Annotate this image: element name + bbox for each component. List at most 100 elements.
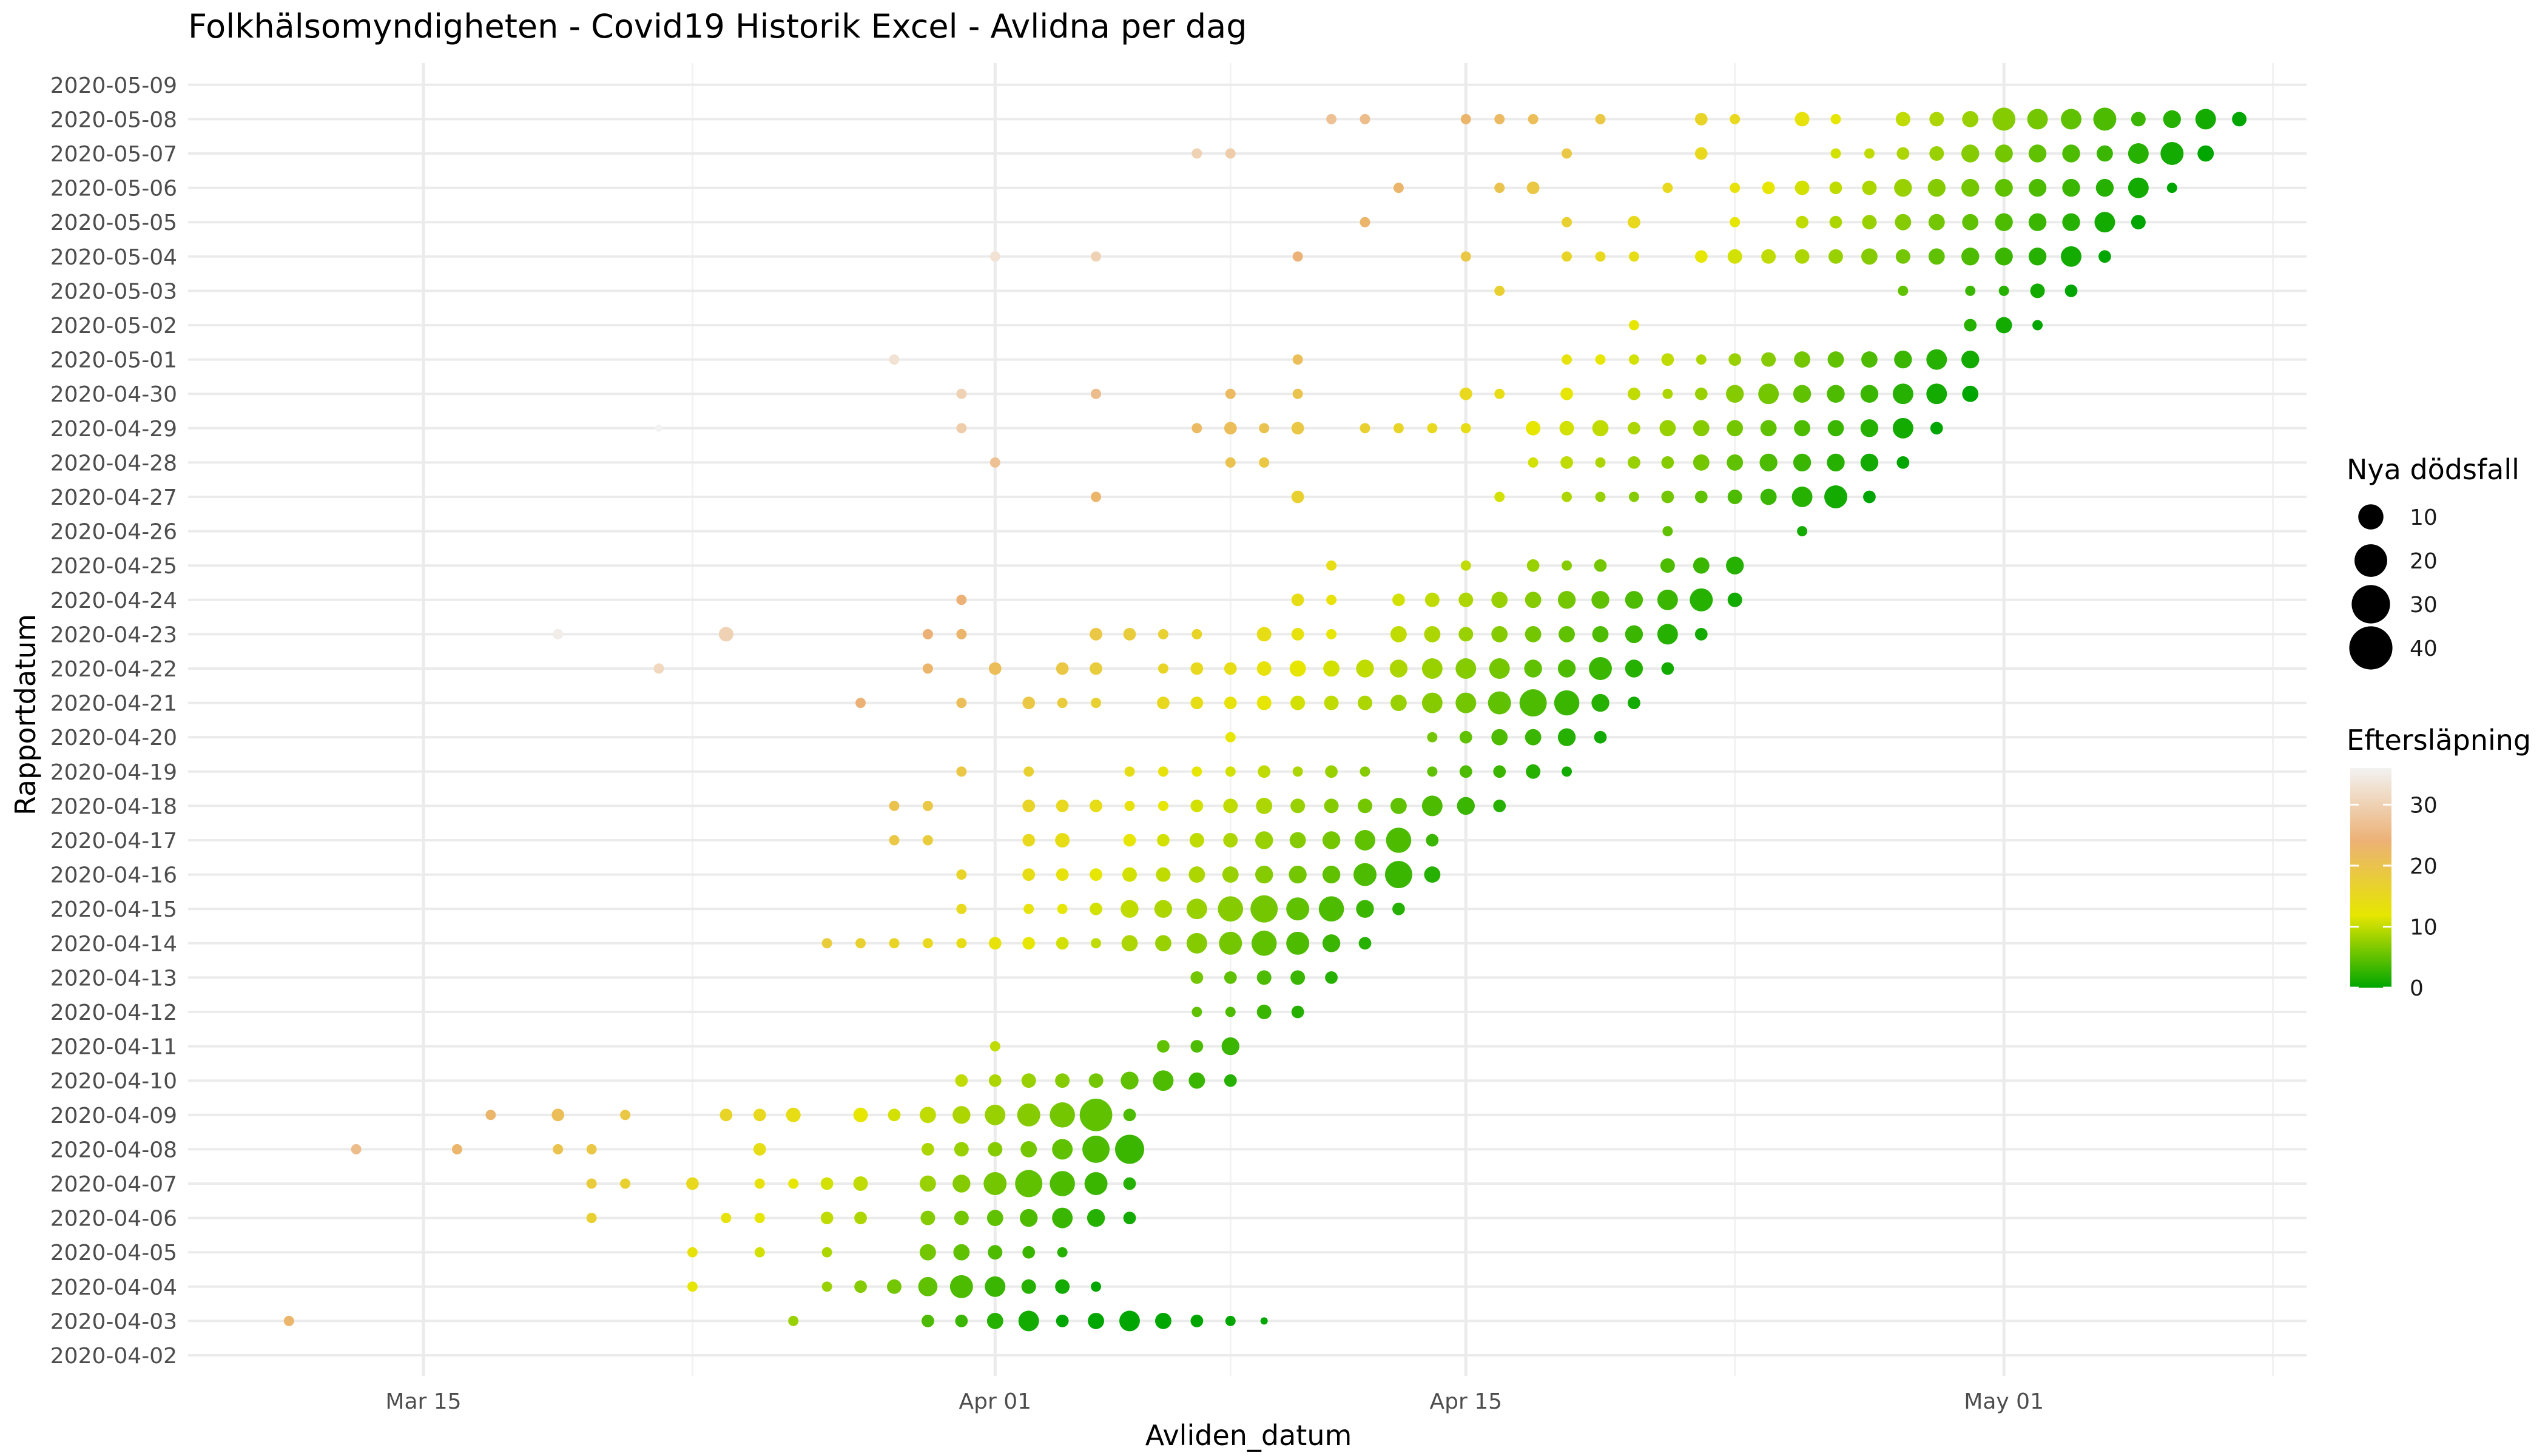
size-legend-key (2354, 544, 2387, 577)
data-point (1290, 798, 1306, 814)
data-point (1526, 764, 1541, 779)
data-point (1356, 900, 1374, 918)
data-point (1356, 659, 1374, 678)
data-point (1525, 729, 1542, 746)
data-point (1088, 1073, 1104, 1088)
data-point (1930, 422, 1943, 435)
data-point (1360, 113, 1370, 124)
data-point (1827, 351, 1844, 368)
data-point (1929, 112, 1944, 127)
data-point (1186, 898, 1207, 920)
data-point (1055, 1073, 1070, 1088)
data-point (1824, 485, 1847, 508)
data-point (1862, 180, 1877, 195)
data-point (1426, 834, 1439, 847)
data-point (1224, 971, 1237, 984)
data-point (1190, 662, 1204, 675)
data-point (1121, 935, 1138, 952)
data-point (1794, 351, 1810, 368)
data-point (1827, 385, 1845, 403)
data-point (1224, 662, 1237, 675)
color-legend-label: 0 (2410, 976, 2424, 1001)
data-point (1589, 657, 1612, 680)
data-point (1256, 970, 1272, 985)
data-point (1225, 457, 1236, 468)
size-legend-label: 20 (2410, 549, 2438, 574)
y-tick-label: 2020-04-08 (50, 1138, 177, 1162)
data-point (956, 629, 967, 639)
data-point (1562, 217, 1572, 228)
data-point (1421, 795, 1443, 817)
data-point (1628, 354, 1639, 365)
data-point (1460, 113, 1471, 124)
data-point (1794, 420, 1810, 437)
y-tick-label: 2020-04-03 (50, 1309, 177, 1334)
data-point (1020, 1208, 1038, 1227)
data-point (889, 938, 900, 949)
data-point (1494, 388, 1505, 399)
data-point (956, 903, 967, 914)
data-point (1488, 691, 1511, 715)
data-point (1628, 422, 1640, 435)
data-point (2064, 285, 2078, 297)
data-point (1121, 900, 1139, 918)
data-point (754, 1213, 765, 1224)
data-point (1927, 178, 1946, 197)
data-point (1995, 248, 2013, 266)
data-point (1694, 490, 1708, 504)
data-point (1158, 800, 1168, 811)
data-point (2195, 109, 2216, 130)
data-point (1595, 251, 1606, 262)
data-point (1157, 1040, 1170, 1053)
data-point (1260, 1317, 1268, 1325)
data-point (1289, 832, 1306, 849)
data-point (1455, 658, 1477, 679)
data-point (2131, 112, 2146, 127)
data-point (1291, 422, 1304, 435)
data-point (1384, 861, 1412, 889)
data-point (1457, 797, 1475, 815)
data-point (1088, 1312, 1104, 1329)
data-point (949, 1275, 973, 1298)
data-point (718, 627, 733, 642)
data-point (1519, 689, 1547, 717)
color-legend-bar (2350, 768, 2391, 988)
data-point (956, 595, 967, 605)
data-point (1892, 417, 1913, 439)
data-point (954, 1142, 969, 1157)
data-point (1256, 695, 1272, 710)
data-point (1190, 1040, 1204, 1053)
data-point (1057, 903, 1068, 914)
data-point (1225, 766, 1236, 777)
data-point (754, 1247, 765, 1258)
color-legend-label: 10 (2410, 915, 2438, 940)
data-point (1021, 1073, 1036, 1088)
data-point (687, 1247, 698, 1258)
data-point (1562, 354, 1572, 365)
data-point (985, 1276, 1006, 1297)
data-point (2027, 109, 2048, 130)
data-point (888, 1108, 901, 1122)
data-point (1661, 456, 1674, 469)
data-point (1760, 420, 1777, 437)
data-point (920, 1244, 936, 1261)
data-point (1189, 833, 1204, 848)
data-point (586, 1213, 597, 1224)
data-point (1091, 491, 1102, 502)
data-point (1289, 660, 1306, 677)
data-point (1291, 1005, 1304, 1019)
y-tick-label: 2020-04-15 (50, 897, 177, 922)
data-point (1628, 387, 1640, 400)
data-point (1091, 251, 1102, 262)
data-point (1022, 800, 1036, 812)
y-tick-label: 2020-05-08 (50, 107, 177, 132)
x-tick-label: Apr 15 (1430, 1389, 1503, 1414)
data-point (1353, 863, 1377, 886)
data-point (721, 1213, 732, 1224)
y-tick-label: 2020-04-07 (50, 1172, 177, 1197)
data-point (1084, 1172, 1108, 1195)
y-tick-label: 2020-04-27 (50, 485, 177, 510)
data-point (1455, 692, 1477, 713)
data-point (1926, 383, 1947, 405)
data-point (1761, 352, 1776, 367)
